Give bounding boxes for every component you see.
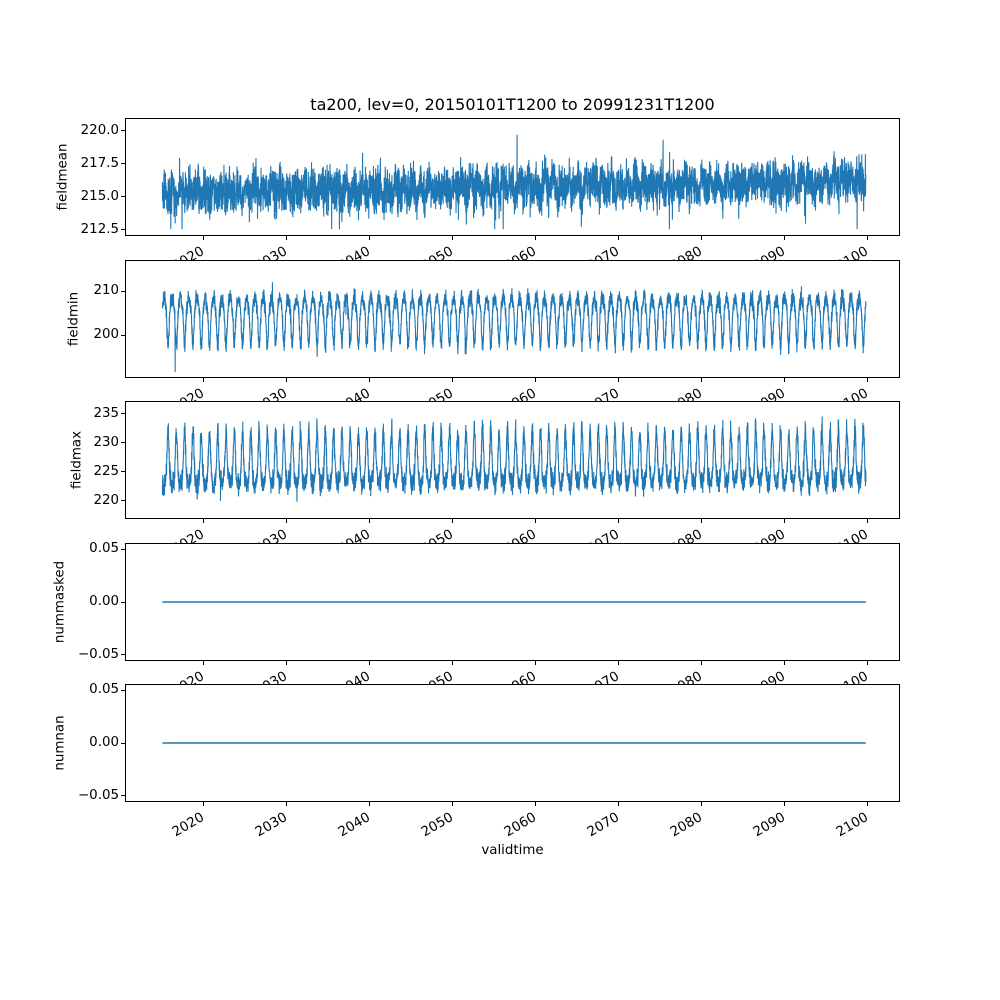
axes-fieldmin [125,260,900,378]
x-axis-label: validtime [481,843,544,858]
x-tick [617,236,619,240]
axes-numnan [125,684,900,802]
y-tick [121,471,125,473]
y-tick-label: 0.05 [89,541,119,557]
x-tick [783,519,785,523]
y-tick-label: 235 [93,405,119,421]
line-series-fieldmax [161,416,867,502]
x-tick [451,519,453,523]
y-tick-label: 0.00 [89,594,119,609]
x-tick [617,378,619,382]
y-tick [121,742,125,744]
x-tick [285,661,287,665]
y-tick-label: −0.05 [77,787,119,803]
x-tick [700,236,702,240]
y-tick [121,334,125,336]
x-tick [368,236,370,240]
x-tick [368,378,370,382]
x-tick [617,661,619,665]
axes-fieldmax [125,401,900,519]
figure-title: ta200, lev=0, 20150101T1200 to 20991231T… [310,95,715,114]
y-tick [121,413,125,415]
y-tick [121,601,125,603]
y-tick [121,163,125,165]
y-tick-label: 200 [93,327,119,343]
x-tick [451,802,453,806]
x-tick [783,661,785,665]
y-tick [121,548,125,550]
y-tick [121,196,125,198]
y-tick [121,290,125,292]
x-tick [534,236,536,240]
y-tick-label: 217.5 [80,155,119,171]
x-tick [368,519,370,523]
x-tick [202,236,204,240]
x-tick [202,378,204,382]
axes-fieldmean [125,118,900,236]
x-tick [534,378,536,382]
x-tick [866,236,868,240]
y-tick [121,689,125,691]
y-tick-label: 212.5 [80,221,119,237]
x-tick [783,378,785,382]
x-tick [451,236,453,240]
line-series-numnan [162,742,866,744]
series-path-fieldmax [161,416,867,502]
y-tick-label: 225 [93,463,119,479]
line-series-fieldmin [161,282,867,373]
y-tick [121,442,125,444]
y-tick [121,500,125,502]
x-tick [700,802,702,806]
x-tick [700,661,702,665]
y-tick [121,130,125,132]
x-tick [866,661,868,665]
x-tick [368,661,370,665]
x-tick [700,519,702,523]
y-tick-label: 210 [93,283,119,299]
x-tick [202,519,204,523]
line-series-fieldmean [161,134,867,230]
line-series-nummasked [162,601,866,603]
x-tick [451,661,453,665]
y-tick [121,229,125,231]
series-path-fieldmin [161,282,867,373]
y-tick [121,654,125,656]
x-tick [285,802,287,806]
x-tick [534,519,536,523]
series-path-fieldmean [161,134,867,230]
x-tick [534,802,536,806]
x-tick [534,661,536,665]
x-tick [368,802,370,806]
x-tick [783,802,785,806]
y-tick-label: 220.0 [80,122,119,138]
y-tick-label: 0.00 [89,735,119,750]
y-tick-label: 220 [93,492,119,508]
x-tick [202,661,204,665]
x-tick [866,378,868,382]
x-tick [285,519,287,523]
y-tick-label: 215.0 [80,188,119,204]
x-tick [783,236,785,240]
y-tick-label: 230 [93,434,119,450]
x-tick [700,378,702,382]
x-tick [617,802,619,806]
axes-nummasked [125,543,900,661]
x-tick [451,378,453,382]
y-tick-label: −0.05 [77,646,119,662]
x-tick [617,519,619,523]
y-tick [121,795,125,797]
y-tick-label: 0.05 [89,682,119,698]
x-tick [285,236,287,240]
x-tick [866,519,868,523]
x-tick [202,802,204,806]
x-tick [866,802,868,806]
x-tick [285,378,287,382]
